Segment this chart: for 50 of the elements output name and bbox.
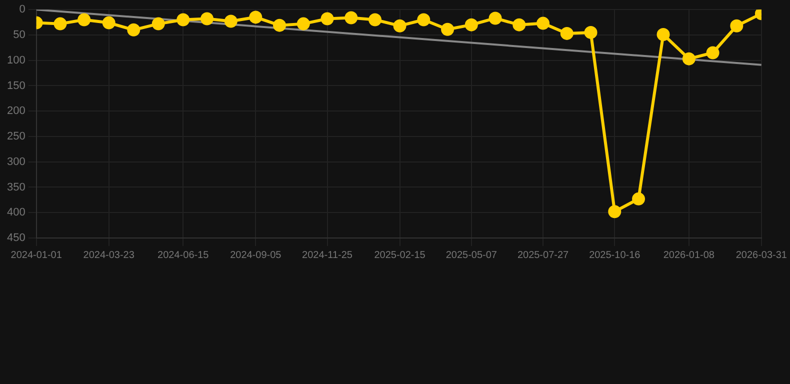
point bbox=[512, 18, 526, 32]
point bbox=[656, 28, 670, 41]
point bbox=[560, 26, 574, 40]
y-tick-label: 250 bbox=[6, 130, 26, 143]
x-tick-label: 2025-07-27 bbox=[517, 250, 570, 261]
x-tick-label: 2026-01-08 bbox=[663, 250, 715, 261]
point bbox=[536, 16, 550, 30]
x-tick-label: 2025-10-16 bbox=[589, 250, 641, 261]
point bbox=[706, 46, 720, 60]
x-tick-label: 2024-09-05 bbox=[230, 250, 282, 261]
x-tick-label: 2024-03-23 bbox=[83, 250, 135, 261]
y-tick-label: 400 bbox=[6, 206, 26, 219]
y-tick-label: 0 bbox=[19, 4, 26, 16]
point bbox=[54, 17, 67, 30]
point bbox=[393, 19, 406, 32]
point bbox=[249, 10, 262, 24]
point bbox=[78, 13, 91, 26]
point bbox=[176, 13, 190, 26]
point bbox=[584, 26, 598, 39]
y-tick-label: 200 bbox=[6, 105, 26, 118]
y-tick-label: 350 bbox=[6, 181, 26, 194]
x-tick-label: 2024-06-15 bbox=[158, 250, 210, 261]
point bbox=[632, 192, 646, 206]
point bbox=[488, 12, 502, 25]
point bbox=[152, 17, 165, 30]
point bbox=[344, 11, 358, 24]
point bbox=[127, 23, 140, 36]
x-tick-label: 2026-03-31 bbox=[736, 250, 788, 261]
x-tick-label: 2025-05-07 bbox=[446, 250, 498, 261]
point bbox=[368, 13, 382, 26]
y-tick-label: 450 bbox=[6, 232, 26, 244]
point bbox=[296, 17, 310, 30]
y-tick-label: 50 bbox=[13, 29, 26, 42]
x-tick-label: 2025-02-15 bbox=[374, 250, 426, 261]
x-tick-label: 2024-01-01 bbox=[10, 250, 62, 261]
y-tick-label: 150 bbox=[6, 80, 26, 92]
point bbox=[464, 18, 478, 32]
point bbox=[441, 22, 454, 36]
point bbox=[320, 12, 334, 26]
point bbox=[102, 16, 116, 30]
x-tick-label: 2024-11-25 bbox=[302, 250, 353, 261]
y-tick-label: 100 bbox=[6, 54, 26, 66]
point bbox=[417, 13, 430, 26]
point bbox=[224, 14, 238, 28]
point bbox=[730, 19, 744, 32]
point bbox=[608, 205, 622, 218]
point bbox=[273, 18, 286, 32]
point bbox=[682, 52, 696, 66]
y-tick-label: 300 bbox=[6, 156, 26, 168]
point bbox=[200, 12, 214, 26]
